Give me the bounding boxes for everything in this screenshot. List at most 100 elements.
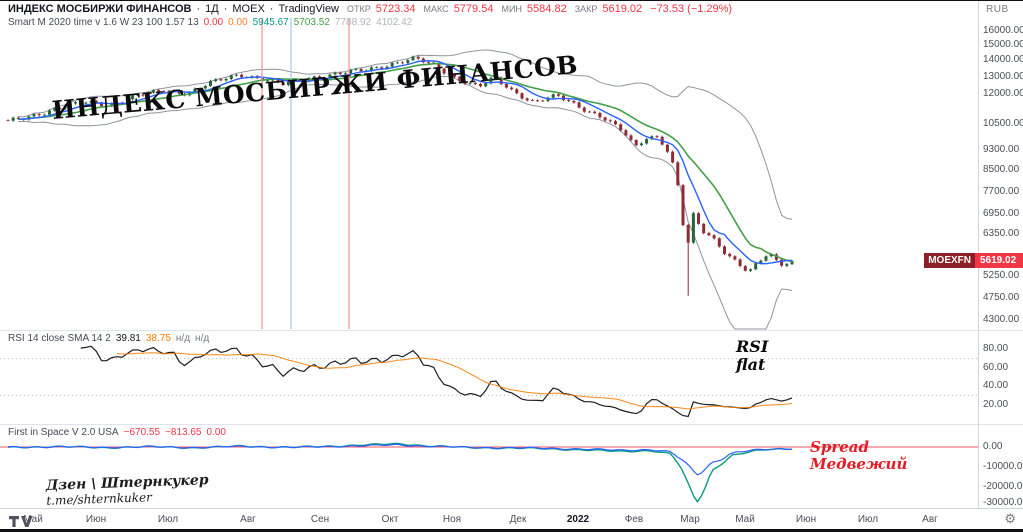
price-scale-label: 4750.00 (983, 292, 1020, 304)
last-price-value: 5619.02 (975, 253, 1023, 269)
low-label: МИН (501, 4, 522, 14)
price-scale-label: 10500.00 (983, 117, 1023, 129)
time-axis-label: Май (23, 514, 43, 525)
annotation-line: flat (736, 355, 766, 374)
rsi-sma-line (116, 352, 793, 410)
rsi-scale-label: 80.00 (983, 343, 1009, 355)
price-scale-label: 6350.00 (983, 228, 1020, 240)
price-scale-label: 9300.00 (983, 144, 1020, 156)
ma-fast-line (18, 60, 793, 265)
rsi-line (80, 345, 793, 418)
close-label: ЗАКР (574, 4, 598, 14)
platform-label: TradingView (278, 3, 340, 15)
tradingview-logo[interactable] (8, 513, 34, 529)
indicator-value: 5703.52 (293, 17, 330, 28)
time-axis-label: Июн (85, 514, 107, 525)
spread-value: −670.55 (123, 427, 161, 438)
rsi-na-value: н/д (195, 333, 210, 344)
price-scale-label: 5250.00 (983, 270, 1020, 282)
time-axis-label: Сен (310, 514, 330, 525)
change-value: −73.53 (−1.29%) (650, 3, 733, 15)
indicator-value: 4102.42 (376, 17, 413, 28)
time-axis-label: Июл (857, 514, 879, 525)
spread-blue-line (7, 443, 793, 476)
spread-value: −813.65 (165, 427, 202, 438)
separator-dot: · (223, 3, 228, 15)
open-label: ОТКР (347, 4, 371, 14)
last-price-badge: MOEXFN 5619.02 (924, 253, 1023, 269)
open-value: 5723.34 (375, 3, 416, 15)
chart-canvas[interactable] (0, 0, 978, 508)
indicator-value: 0.00 (203, 17, 224, 28)
price-scale-label: 16000.00 (983, 25, 1023, 36)
time-axis-label: Окт (381, 514, 399, 525)
price-scale-label: 6950.00 (983, 208, 1020, 220)
spread-scale-label: -20000.00 (983, 481, 1023, 492)
panel-separator[interactable] (0, 330, 1023, 331)
rsi-indicator-name[interactable]: RSI 14 close SMA 14 2 (8, 333, 111, 344)
indicator-value: 7788.92 (334, 17, 372, 28)
rsi-scale-label: 20.00 (983, 398, 1009, 410)
annotation-line: Spread (810, 438, 869, 456)
time-axis-label: Июл (157, 514, 179, 525)
rsi-scale-label: 40.00 (983, 380, 1009, 392)
rsi-legend-row[interactable]: RSI 14 close SMA 14 2 39.81 38.75 н/д н/… (8, 333, 209, 344)
rsi-sma-value: 38.75 (145, 333, 171, 344)
window-edge (0, 0, 1023, 1)
price-scale-label: 4300.00 (983, 314, 1020, 326)
price-scale-label: 14000.00 (983, 54, 1023, 66)
spread-legend-row[interactable]: First in Space V 2.0 USA −670.55 −813.65… (8, 427, 226, 438)
time-axis-year-label: 2022 (566, 514, 590, 525)
spread-indicator-name[interactable]: First in Space V 2.0 USA (8, 427, 119, 438)
separator-dot: · (196, 3, 201, 15)
window-edge (0, 529, 1023, 532)
high-label: МАКС (423, 4, 449, 14)
time-axis-label: Май (735, 514, 755, 525)
time-axis-label: Ноя (442, 514, 462, 525)
time-axis-label: Авг (922, 514, 938, 525)
symbol-title[interactable]: ИНДЕКС МОСБИРЖИ ФИНАНСОВ (8, 3, 192, 15)
indicator-value: 5945.67 (252, 17, 289, 28)
symbol-legend-row[interactable]: ИНДЕКС МОСБИРЖИ ФИНАНСОВ · 1Д · MOEX · T… (8, 3, 732, 15)
currency-label: RUB (986, 4, 1009, 15)
time-axis-label: Июн (795, 514, 817, 525)
ma-slow-line (18, 62, 793, 263)
rsi-scale-label: 60.00 (983, 361, 1009, 373)
spread-scale-label: -30000.00 (983, 497, 1023, 508)
rsi-na-value: н/д (175, 333, 191, 344)
rsi-annotation[interactable]: RSI flat (736, 338, 768, 374)
panel-separator[interactable] (0, 424, 1023, 425)
spread-value: 0.00 (206, 427, 226, 438)
credit-annotation[interactable]: Дзен \ Штернкукер t.me/shternkuker (46, 472, 210, 508)
price-scale[interactable]: RUB 16000.00 15000.00 14000.00 13000.00 1200… (978, 0, 1023, 508)
price-scale-label: 8500.00 (983, 164, 1020, 176)
price-scale-label: 7700.00 (983, 185, 1020, 197)
settings-gear-icon[interactable]: ⚙ (1004, 511, 1016, 526)
timeframe-label[interactable]: 1Д (205, 3, 219, 15)
separator-dot: · (269, 3, 274, 15)
close-value: 5619.02 (602, 3, 643, 15)
price-scale-label: 15000.00 (983, 39, 1023, 51)
low-value: 5584.82 (526, 3, 567, 15)
time-axis[interactable]: Май Июн Июл Авг Сен Окт Ноя Дек 2022 Фев Мар Май Июн… (0, 508, 1023, 530)
annotation-line: Медвежий (810, 455, 908, 473)
spread-scale-label: 0.00 (983, 441, 1003, 452)
time-axis-label: Дек (509, 514, 527, 525)
indicator-value: 0.00 (228, 17, 248, 28)
annotation-line: RSI (736, 337, 769, 356)
indicator-legend-row[interactable]: Smart M 2020 time v 1.6 W 23 100 1.57 13… (8, 17, 412, 28)
indicator-name[interactable]: Smart M 2020 time v 1.6 W 23 100 1.57 13 (8, 17, 199, 28)
price-scale-label: 12000.00 (983, 88, 1023, 100)
rsi-value: 39.81 (115, 333, 141, 344)
ticker-symbol-label: MOEXFN (924, 253, 975, 269)
spread-annotation[interactable]: Spread Медвежий (810, 439, 907, 473)
exchange-label[interactable]: MOEX (232, 3, 265, 15)
high-value: 5779.54 (453, 3, 494, 15)
time-axis-label: Фев (624, 514, 644, 525)
spread-scale-label: -10000.00 (983, 461, 1023, 472)
time-axis-label: Авг (240, 514, 256, 525)
lower-band-line (18, 75, 793, 330)
price-scale-label: 13000.00 (983, 70, 1023, 82)
time-axis-label: Мар (680, 514, 700, 525)
